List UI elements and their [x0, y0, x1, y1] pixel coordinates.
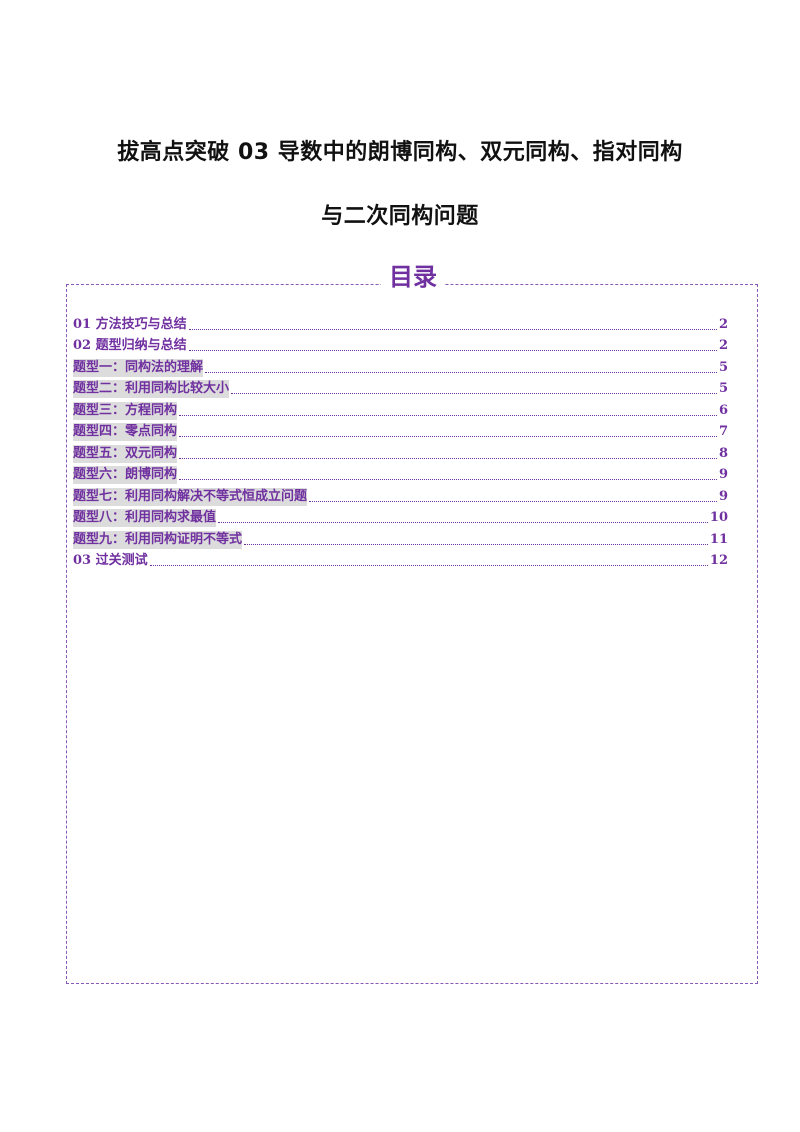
toc-entry-page: 2 — [718, 338, 728, 353]
toc-entry-page: 7 — [718, 424, 728, 439]
toc-entry-type-1[interactable]: 题型一：同构法的理解 5 — [73, 355, 728, 377]
toc-leader-dots — [205, 371, 717, 373]
toc-leader-dots — [231, 393, 717, 394]
toc-entry-methods-summary[interactable]: 01 方法技巧与总结 2 — [73, 312, 728, 334]
toc-entry-page: 11 — [709, 531, 728, 547]
toc-entry-page: 2 — [718, 316, 728, 332]
document-title-line-2: 与二次同构问题 — [321, 204, 479, 229]
toc-leader-dots — [188, 350, 717, 351]
toc-entry-label: 题型八：利用同构求最值 — [73, 509, 217, 527]
toc-leader-dots — [179, 436, 717, 437]
toc-heading: 目录 — [381, 262, 445, 292]
toc-entry-type-3[interactable]: 题型三：方程同构 6 — [73, 398, 728, 420]
toc-leader-dots — [309, 500, 717, 502]
toc-entry-label: 题型六：朗博同构 — [73, 466, 178, 484]
toc-entry-label: 题型七：利用同构解决不等式恒成立问题 — [73, 487, 308, 506]
toc-entry-label: 题型一：同构法的理解 — [73, 358, 204, 377]
document-title-line-1: 拔高点突破 03 导数中的朗博同构、双元同构、指对同构 — [117, 140, 683, 165]
toc-entry-final-test[interactable]: 03 过关测试 12 — [73, 549, 728, 571]
toc-leader-dots — [218, 522, 708, 523]
toc-entry-type-8[interactable]: 题型八：利用同构求最值 10 — [73, 506, 728, 527]
toc-entry-type-6[interactable]: 题型六：朗博同构 9 — [73, 463, 728, 484]
toc-entry-page: 9 — [718, 467, 728, 482]
toc-entry-page: 9 — [718, 488, 728, 504]
toc-leader-dots — [188, 328, 717, 330]
toc-leader-dots — [179, 457, 717, 459]
toc-entry-label: 题型四：零点同构 — [73, 423, 178, 441]
toc-entry-label: 03 过关测试 — [73, 553, 148, 568]
toc-leader-dots — [179, 479, 717, 480]
toc-leader-dots — [179, 414, 717, 416]
toc-entry-label: 01 方法技巧与总结 — [73, 316, 187, 332]
toc-entry-label: 02 题型归纳与总结 — [73, 338, 187, 353]
toc-entry-label: 题型三：方程同构 — [73, 401, 178, 420]
toc-entry-type-4[interactable]: 题型四：零点同构 7 — [73, 420, 728, 441]
toc-entry-page: 5 — [718, 359, 728, 375]
toc-entry-label: 题型二：利用同构比较大小 — [73, 380, 230, 398]
toc-leader-dots — [244, 543, 708, 545]
toc-entry-page: 5 — [718, 381, 728, 396]
toc-entry-page: 6 — [718, 402, 728, 418]
toc-entry-page: 8 — [718, 445, 728, 461]
toc-entry-type-2[interactable]: 题型二：利用同构比较大小 5 — [73, 377, 728, 398]
toc-list: 01 方法技巧与总结 2 02 题型归纳与总结 2 题型一：同构法的理解 5 题… — [73, 312, 728, 570]
toc-entry-page: 12 — [709, 553, 728, 568]
toc-entry-label: 题型九：利用同构证明不等式 — [73, 530, 243, 549]
toc-entry-type-7[interactable]: 题型七：利用同构解决不等式恒成立问题 9 — [73, 484, 728, 506]
toc-entry-page: 10 — [709, 510, 728, 525]
toc-entry-type-9[interactable]: 题型九：利用同构证明不等式 11 — [73, 527, 728, 549]
toc-leader-dots — [149, 565, 708, 566]
toc-entry-types-summary[interactable]: 02 题型归纳与总结 2 — [73, 334, 728, 356]
toc-entry-label: 题型五：双元同构 — [73, 444, 178, 463]
toc-entry-type-5[interactable]: 题型五：双元同构 8 — [73, 441, 728, 463]
